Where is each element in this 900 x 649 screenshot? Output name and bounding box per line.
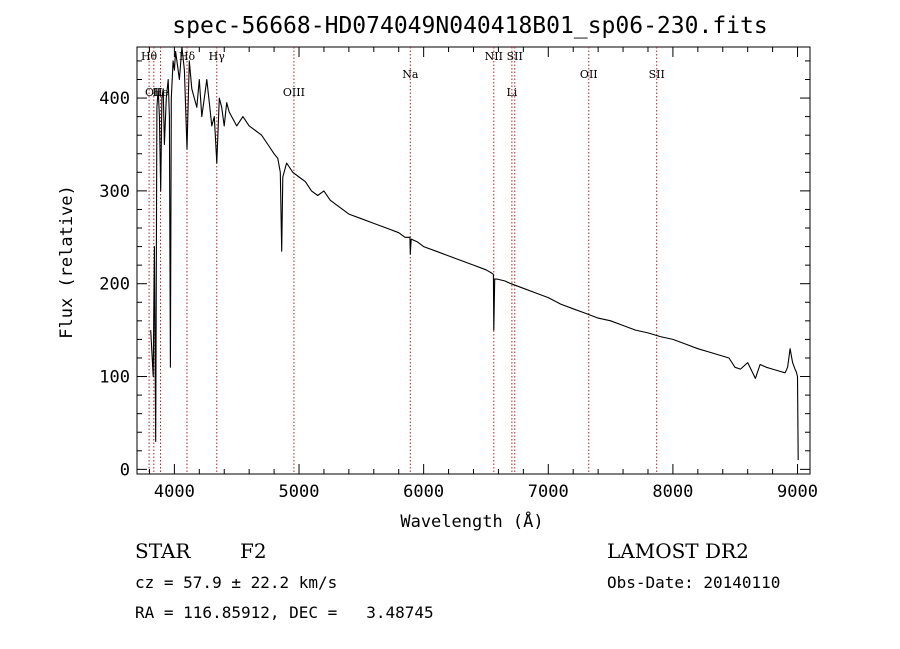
line-marker-label: OIII <box>283 86 305 99</box>
y-tick-label: 400 <box>99 89 130 109</box>
plot-border <box>136 46 811 475</box>
object-class: STAR <box>135 539 191 563</box>
line-marker-label: NII <box>485 50 503 63</box>
spectrum-line <box>150 46 799 461</box>
x-tick-label: 9000 <box>777 482 818 502</box>
spectrum-chart: spec-56668-HD074049N040418B01_sp06-230.f… <box>57 13 818 532</box>
redshift-readout: cz = 57.9 ± 22.2 km/s <box>135 573 338 592</box>
y-tick-label: 300 <box>99 182 130 202</box>
line-marker-label: SII <box>649 68 665 81</box>
line-marker-label: Na <box>402 68 419 81</box>
y-tick-label: 0 <box>120 460 130 480</box>
survey-name: LAMOST DR2 <box>607 539 749 563</box>
line-marker-label: Hγ <box>209 50 226 63</box>
y-axis-label: Flux (relative) <box>57 185 77 339</box>
x-tick-label: 7000 <box>528 482 569 502</box>
y-tick-label: 200 <box>99 275 130 295</box>
line-marker-label: Li <box>506 86 517 99</box>
plot-frame <box>136 46 811 475</box>
y-tick-label: 100 <box>99 368 130 388</box>
x-tick-label: 8000 <box>652 482 693 502</box>
line-marker-label: OII <box>580 68 598 81</box>
line-marker-label: He <box>153 86 169 99</box>
axis-ticks: 4000 5000 6000 7000 8000 9000 0 100 200 300 400 <box>99 47 818 502</box>
coordinates-readout: RA = 116.85912, DEC = 3.48745 <box>135 603 434 622</box>
obs-date: Obs-Date: 20140110 <box>607 573 781 592</box>
line-marker-label: SII <box>507 50 523 63</box>
x-tick-label: 5000 <box>279 482 320 502</box>
x-tick-label: 6000 <box>403 482 444 502</box>
spectrum-series <box>150 46 799 461</box>
x-axis-label: Wavelength (Å) <box>400 510 543 532</box>
line-marker-label: Hθ <box>141 50 158 63</box>
x-tick-label: 4000 <box>154 482 195 502</box>
chart-title: spec-56668-HD074049N040418B01_sp06-230.f… <box>172 13 767 39</box>
object-subclass: F2 <box>240 539 267 563</box>
